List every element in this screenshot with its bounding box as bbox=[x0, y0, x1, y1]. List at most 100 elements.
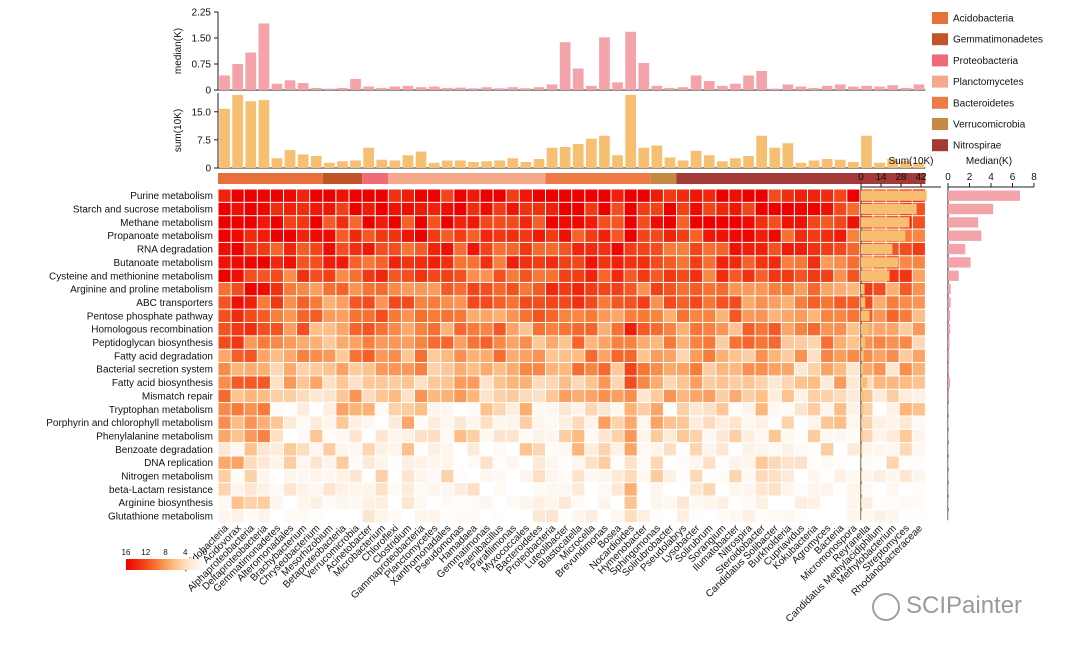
heatmap-cell-butanoate-metabolism-pseudolabrys bbox=[677, 256, 690, 269]
heatmap-cell-nitrogen-metabolism-acidobacteria bbox=[218, 469, 231, 483]
heatmap-cell-tryptophan-metabolism-acidovorax bbox=[231, 403, 244, 416]
heatmap-cell-pentose-phosphate-pathway-gammaproteobacteria bbox=[415, 309, 428, 322]
sum-bar-alteromonadales bbox=[284, 150, 296, 168]
heatmap-cell-homologous-recombination-nocardioides bbox=[624, 323, 637, 336]
heatmap-cell-glutathione-metabolism-alteromonadales bbox=[284, 509, 297, 523]
heatmap-cell-arginine-and-proline-metabolism-acidovorax bbox=[231, 282, 244, 296]
heatmap-cell-cysteine-and-methionine-metabolism-parafilimonas bbox=[506, 269, 519, 282]
heatmap-cell-homologous-recombination-clostridium bbox=[401, 323, 414, 336]
heatmap-cell-starch-and-sucrose-metabolism-chloroflexi bbox=[388, 202, 401, 216]
side-sum-bar-propanoate-metabolism bbox=[861, 230, 906, 241]
color-scale-tick-label: 4 bbox=[183, 548, 188, 557]
sum-bar-betaproteobacteria bbox=[337, 161, 348, 168]
heatmap-cell-dna-replication-chryseobacterium bbox=[310, 456, 323, 469]
heatmap-cell-arginine-and-proline-metabolism-sorangium bbox=[716, 282, 729, 296]
heatmap-cell-cysteine-and-methionine-metabolism-verrucomicrobia bbox=[349, 269, 362, 282]
heatmap-cell-fatty-acid-biosynthesis-microbacterium bbox=[375, 376, 388, 389]
heatmap-cell-porphyrin-and-chlorophyll-metabolism-acidobacteria bbox=[218, 416, 231, 429]
heatmap-cell-nitrogen-metabolism-micromonospora bbox=[847, 469, 860, 483]
heatmap-cell-bacterial-secretion-system-nitrospira bbox=[742, 363, 755, 376]
heatmap-cell-fatty-acid-degradation-brachybacterium bbox=[297, 349, 310, 363]
heatmap-cell-cysteine-and-methionine-metabolism-microcella bbox=[585, 269, 598, 282]
heatmap-cell-butanoate-metabolism-solirubrobacter bbox=[663, 256, 676, 269]
median-bar-sorangium bbox=[717, 85, 728, 90]
sum-bar-hymenobacter bbox=[638, 147, 650, 168]
heatmap-cell-fatty-acid-biosynthesis-micromonospora bbox=[847, 376, 860, 389]
heatmap-cell-porphyrin-and-chlorophyll-metabolism-chryseobacterium bbox=[310, 416, 323, 429]
heatmap-cell-dna-replication-luteolibacter bbox=[559, 456, 572, 469]
heatmap-cell-propanoate-metabolism-alphaproteobacteria bbox=[244, 229, 257, 242]
heatmap-cell-beta-lactam-resistance-steroidobacter bbox=[755, 483, 768, 496]
heatmap-cell-butanoate-metabolism-brevundimonas bbox=[598, 256, 611, 269]
heatmap-cell-nitrogen-metabolism-agromyces bbox=[821, 469, 834, 483]
heatmap-cell-purine-metabolism-bosea bbox=[611, 189, 624, 202]
heatmap-cell-dna-replication-planctomycetes bbox=[428, 456, 441, 469]
heatmap-cell-bacterial-secretion-system-myxococcales bbox=[519, 363, 532, 376]
heatmap-cell-methane-metabolism-proteobacteria bbox=[546, 216, 559, 229]
heatmap-cell-methane-metabolism-microcella bbox=[585, 216, 598, 229]
heatmap-cell-pentose-phosphate-pathway-xanthomonadales bbox=[441, 309, 454, 322]
heatmap-cell-porphyrin-and-chlorophyll-metabolism-luteolibacter bbox=[559, 416, 572, 429]
heatmap-cell-peptidoglycan-biosynthesis-pseudomonas bbox=[454, 336, 467, 349]
heatmap-cell-cysteine-and-methionine-metabolism-solirubrum bbox=[703, 269, 716, 282]
sum-bar-mesorhizobium bbox=[324, 162, 335, 168]
heatmap-cell-peptidoglycan-biosynthesis-blastocatella bbox=[572, 336, 585, 349]
sum-bar-sphingomonas bbox=[651, 145, 663, 168]
heatmap-cell-methane-metabolism-sphingomonas bbox=[650, 216, 663, 229]
heatmap-cell-benzoate-degradation-proteobacteria bbox=[546, 443, 559, 456]
heatmap-cell-arginine-and-proline-metabolism-gemmatimonas bbox=[480, 282, 493, 296]
heatmap-cell-dna-replication-acinetobacter bbox=[362, 456, 375, 469]
heatmap-cell-mismatch-repair-nocardioides bbox=[624, 389, 637, 403]
heatmap-cell-beta-lactam-resistance-candidatus-solibacter bbox=[768, 483, 781, 496]
heatmap-cell-beta-lactam-resistance-myxococcales bbox=[519, 483, 532, 496]
heatmap-cell-porphyrin-and-chlorophyll-metabolism-planctomycetes bbox=[428, 416, 441, 429]
heatmap-cell-homologous-recombination-parafilimonas bbox=[506, 323, 519, 336]
heatmap-cell-pentose-phosphate-pathway-acidovorax bbox=[231, 309, 244, 322]
heatmap-cell-tryptophan-metabolism-methylobacterium bbox=[886, 403, 899, 416]
heatmap-cell-arginine-and-proline-metabolism-ilumatobacter bbox=[729, 282, 742, 296]
median-bar-deltaproteobacteria bbox=[258, 23, 270, 90]
sum-axis-label: sum(10K) bbox=[173, 109, 184, 152]
heatmap-cell-rna-degradation-brachybacterium bbox=[297, 242, 310, 256]
median-bar-candidatus-methylacidiphilum bbox=[874, 86, 885, 90]
heatmap-cell-methane-metabolism-planctomycetes bbox=[428, 216, 441, 229]
heatmap-cell-fatty-acid-biosynthesis-burkholderia bbox=[781, 376, 794, 389]
heatmap-cell-arginine-biosynthesis-microcella bbox=[585, 496, 598, 509]
heatmap-cell-propanoate-metabolism-gammaproteobacteria bbox=[415, 229, 428, 242]
heatmap-cell-nitrogen-metabolism-nocardioides bbox=[624, 469, 637, 483]
heatmap-cell-starch-and-sucrose-metabolism-deltaproteobacteria bbox=[257, 202, 270, 216]
heatmap-cell-fatty-acid-degradation-sorangium bbox=[716, 349, 729, 363]
heatmap-cell-arginine-biosynthesis-deltaproteobacteria bbox=[257, 496, 270, 509]
heatmap-cell-homologous-recombination-lysobacter bbox=[690, 323, 703, 336]
heatmap-cell-phenylalanine-metabolism-pseudomonas bbox=[454, 429, 467, 443]
heatmap-cell-mismatch-repair-betaproteobacteria bbox=[336, 389, 349, 403]
heatmap-cell-methane-metabolism-alphaproteobacteria bbox=[244, 216, 257, 229]
heatmap-cell-fatty-acid-biosynthesis-agromyces bbox=[821, 376, 834, 389]
heatmap-cell-abc-transporters-chryseobacterium bbox=[310, 296, 323, 309]
heatmap-cell-fatty-acid-biosynthesis-brevundimonas bbox=[598, 376, 611, 389]
heatmap-cell-butanoate-metabolism-microbacterium bbox=[375, 256, 388, 269]
heatmap-cell-dna-replication-lysobacter bbox=[690, 456, 703, 469]
median-bar-acidobacteria bbox=[219, 75, 230, 90]
heatmap-cell-rna-degradation-chloroflexi bbox=[388, 242, 401, 256]
heatmap-cell-tryptophan-metabolism-parafilimonas bbox=[506, 403, 519, 416]
row-label-nitrogen-metabolism: Nitrogen metabolism bbox=[121, 472, 213, 483]
heatmap-cell-bacterial-secretion-system-chryseobacterium bbox=[310, 363, 323, 376]
heatmap-cell-beta-lactam-resistance-pseudomonas bbox=[454, 483, 467, 496]
heatmap-cell-starch-and-sucrose-metabolism-alteromonadales bbox=[284, 202, 297, 216]
median-bar-cupriavidus bbox=[795, 86, 807, 90]
heatmap-cell-arginine-biosynthesis-pseudolabrys bbox=[677, 496, 690, 509]
heatmap-cell-mismatch-repair-sorangium bbox=[716, 389, 729, 403]
heatmap-cell-rna-degradation-verrucomicrobia bbox=[349, 242, 362, 256]
heatmap-cell-phenylalanine-metabolism-acidovorax bbox=[231, 429, 244, 443]
heatmap-cell-tryptophan-metabolism-acinetobacter bbox=[362, 403, 375, 416]
heatmap-cell-mismatch-repair-acinetobacter bbox=[362, 389, 375, 403]
group-strip-proteobacteria bbox=[362, 173, 389, 184]
heatmap-cell-dna-replication-brevundimonas bbox=[598, 456, 611, 469]
heatmap-cell-tryptophan-metabolism-acidobacteria bbox=[218, 403, 231, 416]
heatmap-cell-homologous-recombination-brevundimonas bbox=[598, 323, 611, 336]
heatmap-cell-arginine-biosynthesis-solirubrobacter bbox=[663, 496, 676, 509]
heatmap-cell-porphyrin-and-chlorophyll-metabolism-blastocatella bbox=[572, 416, 585, 429]
heatmap-cell-bacterial-secretion-system-clostridium bbox=[401, 363, 414, 376]
